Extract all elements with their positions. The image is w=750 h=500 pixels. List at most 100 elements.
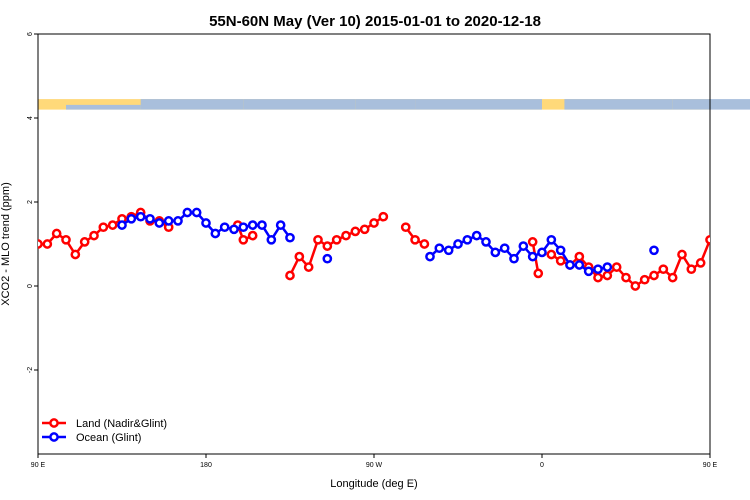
data-point: [303, 262, 314, 272]
data-point: [744, 236, 750, 243]
data-point: [705, 234, 710, 245]
data-point: [453, 239, 463, 249]
data-point: [266, 234, 277, 245]
data-point: [70, 249, 81, 260]
legend: Land (Nadir&Glint) Ocean (Glint): [42, 418, 167, 444]
data-point: [725, 240, 732, 247]
x-tick-label: 180: [200, 462, 212, 469]
data-point: [191, 207, 202, 218]
data-point: [639, 274, 650, 285]
series: [38, 207, 750, 291]
data-point: [51, 228, 62, 239]
data-point: [574, 260, 585, 270]
x-tick-label: 90 E: [31, 462, 46, 469]
x-axis-label: Longitude (deg E): [330, 478, 417, 490]
data-point: [481, 237, 491, 247]
data-point: [359, 224, 370, 235]
data-point: [61, 234, 71, 245]
data-point: [565, 260, 575, 270]
x-tick-label: 90 E: [703, 462, 718, 469]
band-ocean-segment: [355, 99, 416, 110]
data-point: [275, 220, 286, 230]
y-tick-label: 6: [27, 32, 34, 36]
legend-label: Ocean (Glint): [76, 432, 141, 444]
band-ocean-segment: [672, 99, 750, 110]
data-point: [238, 222, 249, 233]
data-point: [667, 272, 678, 283]
x-tick-label: 0: [540, 462, 544, 469]
data-point: [154, 218, 165, 228]
data-point: [210, 228, 221, 239]
data-point: [135, 211, 146, 222]
data-point: [658, 264, 669, 275]
data-point: [471, 230, 482, 241]
data-point: [499, 243, 510, 254]
data-point: [537, 247, 547, 258]
data-point: [89, 230, 99, 241]
axes: 90 E 180 90 W 0 90 E -2 0 2 4 6: [27, 32, 718, 469]
data-point: [410, 234, 420, 245]
band-ocean-segment: [486, 99, 542, 110]
data-point: [490, 247, 501, 258]
data-point: [313, 234, 323, 245]
data-point: [42, 239, 53, 249]
data-point: [611, 262, 622, 272]
series-ocean: [117, 207, 659, 277]
data-point: [602, 270, 613, 281]
data-point: [201, 218, 211, 228]
data-point: [677, 249, 687, 260]
data-point: [527, 237, 538, 247]
data-point: [695, 258, 706, 268]
data-point: [294, 251, 305, 262]
data-point: [716, 240, 723, 247]
data-point: [238, 234, 249, 245]
data-point: [527, 251, 538, 262]
data-point: [369, 218, 379, 228]
data-point: [247, 230, 258, 241]
data-point: [285, 232, 295, 243]
y-tick-label: 2: [27, 200, 34, 204]
data-point: [322, 253, 333, 264]
data-point: [229, 224, 239, 235]
y-tick-label: -2: [27, 367, 34, 373]
band-ocean-segment: [415, 99, 486, 110]
band-ocean-segment: [564, 99, 673, 110]
data-point: [462, 234, 473, 245]
data-point: [533, 268, 544, 279]
data-point: [593, 272, 603, 283]
data-point: [350, 226, 361, 237]
y-tick-label: 0: [27, 284, 34, 288]
data-point: [378, 211, 389, 222]
data-point: [126, 213, 137, 224]
data-point: [602, 262, 613, 272]
data-point: [621, 272, 631, 283]
data-point: [555, 245, 566, 256]
chart-title: 55N-60N May (Ver 10) 2015-01-01 to 2020-…: [209, 13, 541, 30]
plot-frame: [37, 33, 711, 455]
data-point: [107, 220, 118, 230]
data-point: [341, 230, 351, 241]
band-ocean-segment: [66, 104, 141, 110]
data-point: [400, 222, 411, 233]
data-point: [509, 253, 519, 264]
data-point: [443, 245, 454, 256]
data-point: [79, 237, 90, 247]
data-point: [38, 239, 43, 249]
data-point: [593, 264, 603, 275]
data-point: [257, 220, 267, 230]
data-point: [649, 270, 659, 281]
data-point: [583, 266, 594, 277]
data-point: [649, 245, 659, 256]
data-point: [546, 234, 557, 245]
data-point: [425, 251, 435, 262]
data-point: [117, 220, 127, 230]
data-point: [98, 222, 109, 233]
data-point: [434, 243, 445, 254]
data-point: [734, 230, 741, 237]
data-point: [285, 270, 295, 281]
y-tick-label: 4: [27, 116, 34, 120]
data-point: [419, 239, 430, 249]
y-axis-label: XCO2 - MLO trend (ppm): [0, 182, 12, 305]
legend-label: Land (Nadir&Glint): [76, 418, 167, 430]
data-point: [574, 251, 585, 262]
